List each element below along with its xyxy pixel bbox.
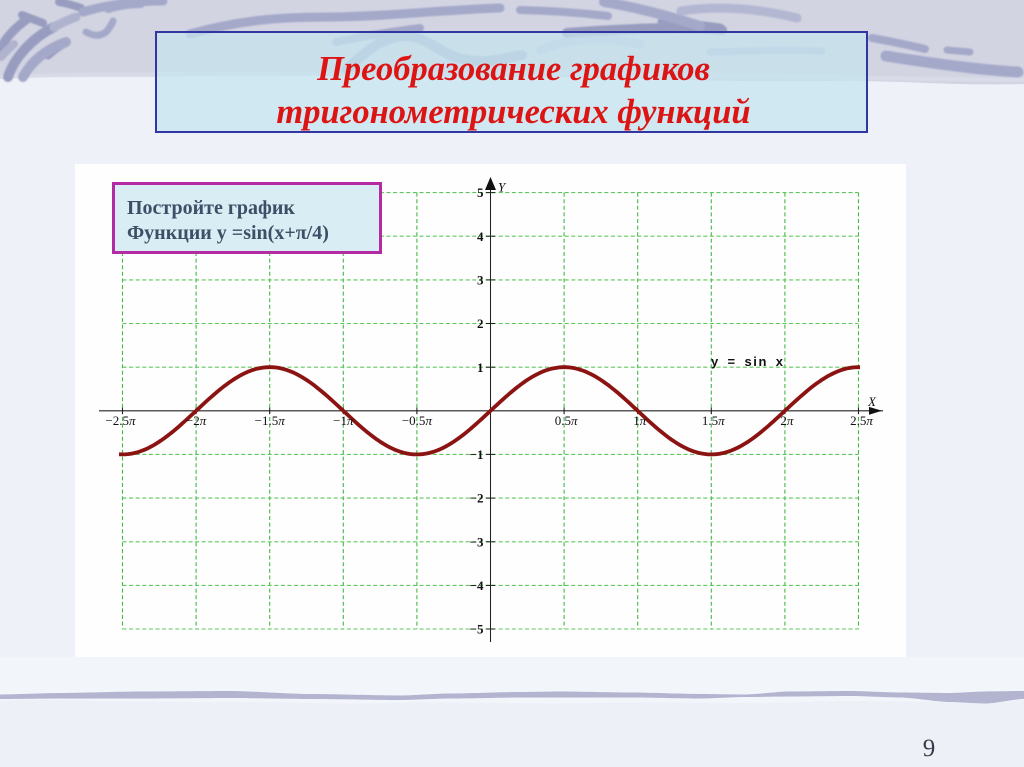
svg-text:0.5π: 0.5π [555, 413, 578, 428]
svg-text:1π: 1π [633, 413, 647, 428]
svg-text:−5: −5 [470, 622, 484, 637]
svg-text:2.5π: 2.5π [850, 413, 873, 428]
svg-text:4: 4 [477, 229, 484, 244]
svg-text:3: 3 [477, 273, 484, 288]
svg-text:2: 2 [477, 316, 484, 331]
svg-text:5: 5 [477, 185, 484, 200]
svg-text:X: X [867, 394, 877, 409]
svg-text:1.5π: 1.5π [702, 413, 725, 428]
svg-text:−2.5π: −2.5π [105, 413, 136, 428]
svg-text:−1π: −1π [333, 413, 354, 428]
svg-text:1: 1 [477, 360, 484, 375]
svg-text:−0.5π: −0.5π [402, 413, 433, 428]
svg-text:y = sin x: y = sin x [711, 354, 785, 369]
svg-text:−4: −4 [470, 578, 484, 593]
svg-text:Y: Y [498, 180, 507, 195]
svg-text:−2π: −2π [186, 413, 207, 428]
svg-text:−2: −2 [470, 491, 484, 506]
svg-text:−3: −3 [470, 534, 484, 549]
svg-text:2π: 2π [780, 413, 794, 428]
svg-text:−1: −1 [470, 447, 484, 462]
svg-text:−1.5π: −1.5π [255, 413, 286, 428]
